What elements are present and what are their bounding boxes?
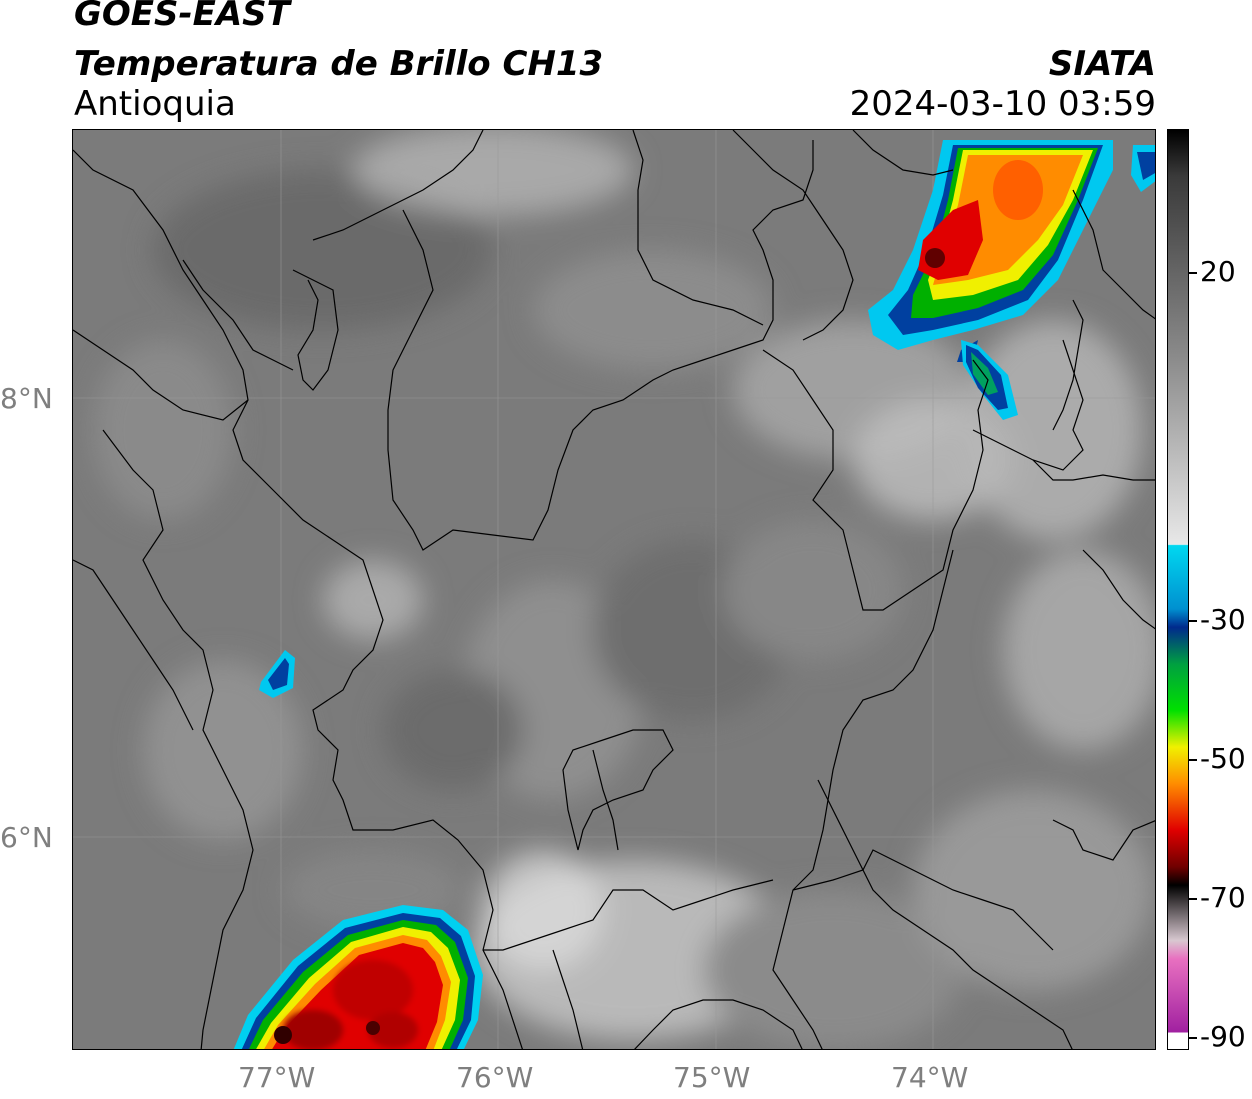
colorbar-label-minus70: -70: [1200, 881, 1246, 914]
title-datetime: 2024-03-10 03:59: [849, 84, 1156, 124]
boundaries: [73, 130, 1155, 1049]
title-region: Antioquia: [74, 84, 236, 124]
longitude-label-76w: 76°W: [456, 1061, 534, 1094]
storm-cell-west-small: [259, 650, 295, 698]
storm-cell-east-small: [961, 340, 1018, 420]
colorbar-tick: [1189, 759, 1197, 761]
title-satellite: GOES-EAST: [74, 0, 290, 34]
latitude-label-6n: 6°N: [0, 821, 53, 854]
colorbar-tick: [1189, 272, 1197, 274]
colorbar-label-20: 20: [1200, 255, 1236, 288]
longitude-label-74w: 74°W: [891, 1061, 969, 1094]
colorbar-gradient: [1168, 130, 1188, 1049]
title-product: Temperatura de Brillo CH13: [74, 44, 604, 84]
colorbar: [1167, 129, 1189, 1050]
title-organization: SIATA: [1048, 44, 1156, 84]
longitude-label-77w: 77°W: [238, 1061, 316, 1094]
colorbar-label-minus30: -30: [1200, 603, 1246, 636]
colorbar-tick: [1189, 898, 1197, 900]
longitude-label-75w: 75°W: [673, 1061, 751, 1094]
colorbar-label-minus90: -90: [1200, 1020, 1246, 1053]
colorbar-label-minus50: -50: [1200, 742, 1246, 775]
map-canvas: [73, 130, 1155, 1049]
storm-cell-northeast: [868, 140, 1155, 362]
satellite-map[interactable]: [72, 129, 1156, 1050]
colorbar-tick: [1189, 1037, 1197, 1039]
colorbar-tick: [1189, 620, 1197, 622]
storm-cell-southwest: [233, 905, 483, 1049]
latitude-label-8n: 8°N: [0, 382, 53, 415]
